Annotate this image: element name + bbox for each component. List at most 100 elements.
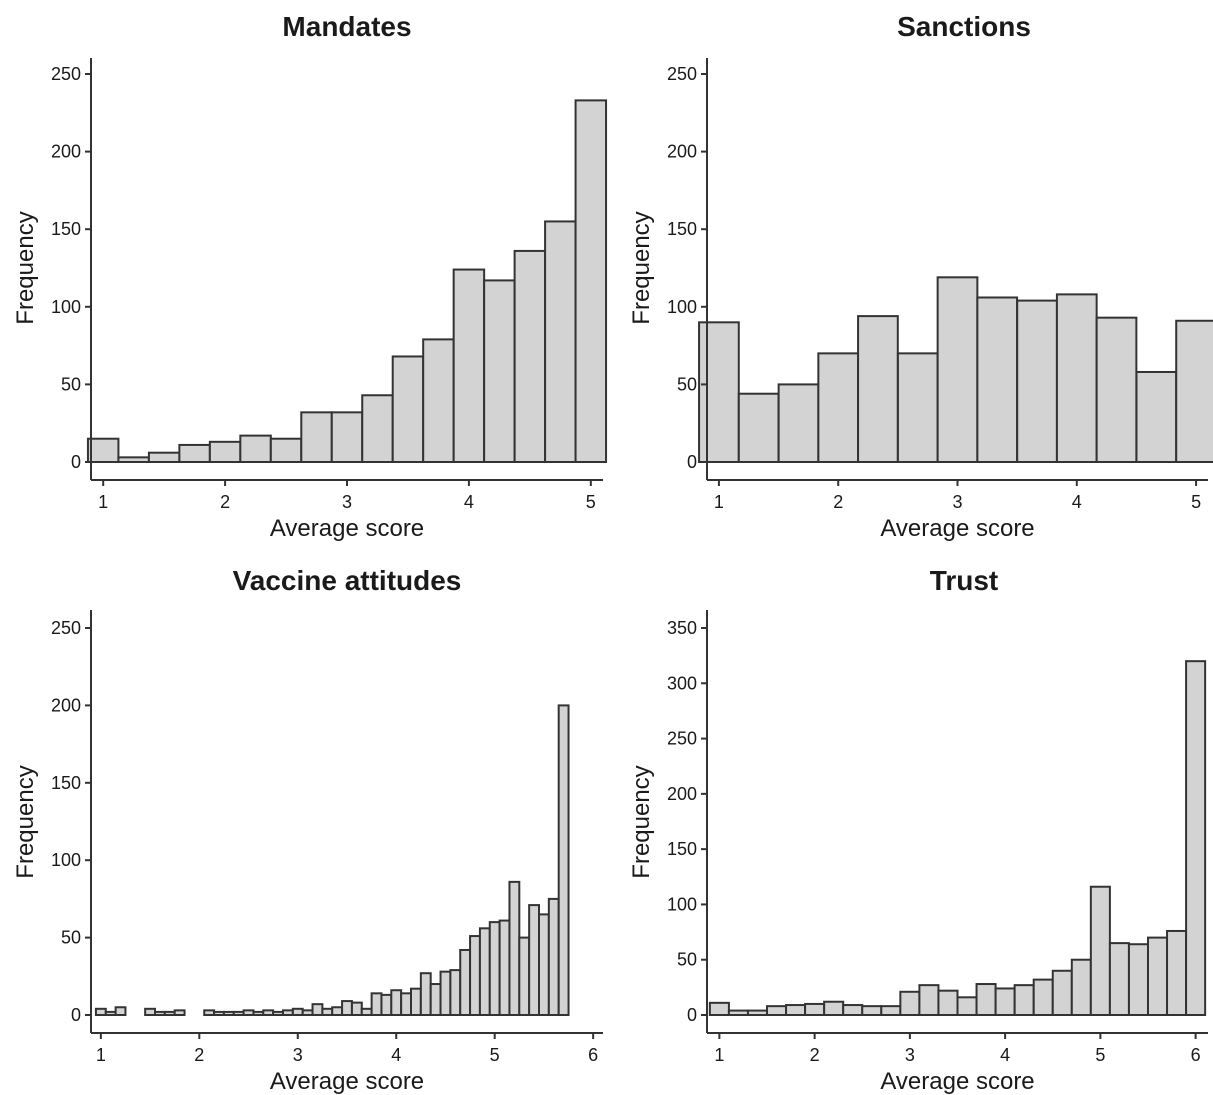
bar — [300, 411, 333, 463]
bar — [439, 970, 452, 1017]
bar — [1135, 370, 1178, 464]
bar — [488, 921, 501, 1016]
x-tick-label: 3 — [293, 1045, 303, 1065]
x-tick-label: 4 — [1072, 492, 1082, 512]
bar — [208, 440, 242, 464]
bar — [154, 1010, 166, 1016]
x-tick-label: 6 — [588, 1045, 598, 1065]
bar — [1108, 942, 1130, 1017]
y-tick-label: 150 — [667, 839, 697, 859]
y-tick-label: 200 — [667, 142, 697, 162]
bar — [1095, 316, 1138, 463]
y-tick-label: 250 — [667, 729, 697, 749]
y-tick-label: 100 — [667, 297, 697, 317]
y-axis-title: Frequency — [12, 765, 39, 878]
x-axis-title: Average score — [270, 515, 424, 542]
chart-panel-3: 0 50 100 150 200 250 1 2 3 4 5 6 Vaccine attitudes Av… — [12, 565, 603, 1095]
bar — [222, 1010, 235, 1016]
x-tick-label: 3 — [952, 492, 962, 512]
bar — [391, 355, 425, 463]
bar — [936, 276, 979, 464]
y-tick-label: 200 — [51, 142, 81, 162]
bar — [528, 904, 541, 1016]
bar — [422, 338, 455, 463]
y-tick-label: 250 — [667, 64, 697, 84]
chart-title: Trust — [930, 565, 998, 596]
y-tick-label: 250 — [51, 64, 81, 84]
y-tick-label: 50 — [61, 928, 81, 948]
x-tick-label: 3 — [342, 492, 352, 512]
x-tick-label: 1 — [714, 492, 724, 512]
bar — [804, 1002, 826, 1017]
bar — [544, 220, 577, 463]
bar — [498, 919, 511, 1017]
x-tick-label: 4 — [391, 1045, 401, 1065]
x-tick-label: 2 — [833, 492, 843, 512]
bar — [282, 1009, 294, 1017]
bar — [1051, 969, 1073, 1016]
bar — [469, 935, 481, 1016]
bar — [737, 392, 780, 464]
x-tick-label: 1 — [714, 1045, 724, 1065]
bar — [400, 992, 412, 1017]
y-axis-title: Frequency — [628, 765, 655, 878]
bar — [1032, 978, 1054, 1016]
bar — [1185, 660, 1207, 1017]
bar — [975, 983, 997, 1016]
bar — [994, 987, 1016, 1016]
y-tick-label: 200 — [51, 695, 81, 715]
bar — [1070, 958, 1092, 1017]
bar — [452, 268, 486, 463]
bar — [956, 996, 978, 1017]
bar — [727, 1009, 749, 1017]
y-tick-label: 100 — [51, 850, 81, 870]
bar — [262, 1009, 275, 1017]
bar — [1127, 943, 1149, 1017]
bar — [574, 99, 608, 463]
x-tick-label: 5 — [586, 492, 596, 512]
x-tick-label: 2 — [810, 1045, 820, 1065]
x-tick-label: 6 — [1191, 1045, 1201, 1065]
bar — [478, 927, 491, 1017]
bar — [1166, 929, 1188, 1016]
bar — [1013, 984, 1035, 1016]
bar — [1146, 936, 1169, 1016]
bar — [976, 296, 1019, 463]
x-tick-label: 5 — [1191, 492, 1201, 512]
bar — [459, 948, 472, 1017]
bar — [86, 437, 120, 464]
x-tick-label: 1 — [98, 492, 108, 512]
bar — [1175, 319, 1213, 463]
bar — [173, 1009, 186, 1017]
bar — [370, 992, 383, 1017]
y-tick-label: 200 — [667, 784, 697, 804]
bar — [321, 1007, 334, 1016]
x-axis-title: Average score — [270, 1068, 424, 1095]
bar — [538, 913, 550, 1017]
bar — [937, 989, 959, 1016]
chart-title: Mandates — [282, 11, 411, 42]
y-tick-label: 100 — [667, 894, 697, 914]
y-tick-label: 0 — [687, 1005, 697, 1025]
bar — [449, 969, 462, 1016]
bar — [547, 897, 560, 1017]
bar — [508, 880, 521, 1017]
bar — [746, 1009, 769, 1017]
chart-title: Vaccine attitudes — [233, 565, 462, 596]
bar — [360, 1007, 373, 1016]
bar — [380, 993, 393, 1016]
y-tick-label: 50 — [677, 950, 697, 970]
bar — [272, 1010, 284, 1016]
bar — [785, 1004, 807, 1017]
y-tick-label: 250 — [51, 618, 81, 638]
y-tick-label: 150 — [51, 219, 81, 239]
chart-panel-1: 0 50 100 150 200 250 1 2 3 4 5 Mandates Average scor… — [12, 11, 608, 542]
x-tick-label: 5 — [1095, 1045, 1105, 1065]
bar — [880, 1005, 902, 1017]
bar — [269, 437, 303, 464]
bar — [301, 1009, 314, 1017]
y-tick-label: 300 — [667, 673, 697, 693]
x-axis-title: Average score — [880, 1068, 1034, 1095]
chart-title: Sanctions — [897, 11, 1031, 42]
